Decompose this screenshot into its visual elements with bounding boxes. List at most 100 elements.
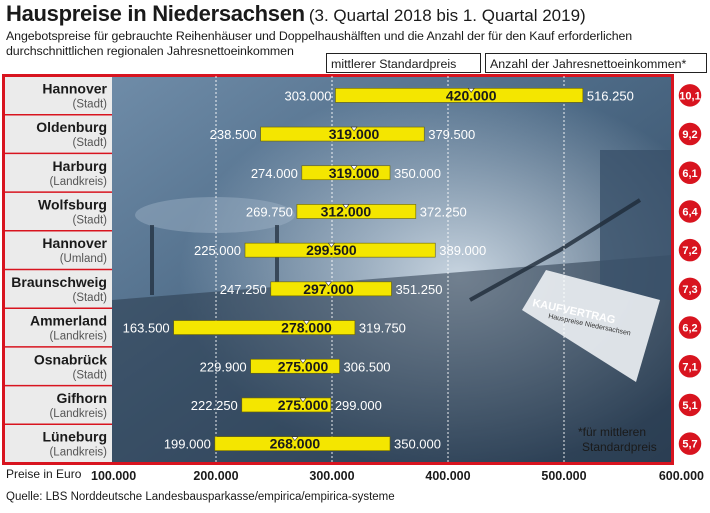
high-value-label: 350.000 bbox=[394, 166, 441, 181]
median-value-label: 275.000 bbox=[278, 358, 329, 374]
contract-paper bbox=[522, 270, 660, 382]
median-value-label: 319.000 bbox=[329, 126, 380, 142]
income-multiple-value: 7,1 bbox=[682, 361, 697, 373]
median-value-label: 297.000 bbox=[303, 281, 354, 297]
price-range-bar bbox=[250, 358, 340, 374]
median-value-label: 278.000 bbox=[281, 320, 332, 336]
low-value-label: 199.000 bbox=[164, 437, 211, 452]
income-multiple-value: 7,2 bbox=[682, 245, 697, 257]
chart-row: Lüneburg (Landkreis) 268.000 199.000 350.000… bbox=[4, 423, 703, 459]
price-range-bar bbox=[260, 126, 425, 142]
price-range-bar bbox=[335, 88, 584, 103]
income-multiple-value: 5,7 bbox=[682, 439, 697, 451]
high-value-label: 389.000 bbox=[439, 243, 486, 258]
income-multiple-value: 10,1 bbox=[679, 90, 700, 102]
low-value-label: 163.500 bbox=[123, 321, 170, 336]
region-type-label: (Stadt) bbox=[72, 137, 107, 149]
median-marker bbox=[342, 204, 350, 209]
region-type-label: (Landkreis) bbox=[49, 176, 107, 188]
income-multiple-value: 9,2 bbox=[682, 129, 697, 141]
high-value-label: 299.000 bbox=[335, 398, 382, 413]
region-type-label: (Stadt) bbox=[72, 292, 107, 304]
chart-title: Hauspreise in Niedersachsen (3. Quartal 2… bbox=[6, 1, 586, 27]
photo-lamp-arm bbox=[469, 198, 642, 302]
high-value-label: 319.750 bbox=[359, 321, 406, 336]
legend-median: mittlerer Standardpreis bbox=[326, 53, 481, 73]
high-value-label: 372.250 bbox=[420, 204, 467, 219]
median-marker bbox=[350, 165, 358, 171]
low-value-label: 222.250 bbox=[191, 398, 238, 413]
description-line-1: Angebotspreise für gebrauchte Reihenhäus… bbox=[6, 29, 633, 43]
chart-rows: Hannover (Stadt) 420.000 303.000 516.250 10,1… bbox=[4, 80, 703, 459]
chart-row: Wolfsburg (Stadt) 312.000 269.750 372.250 6,4 bbox=[4, 191, 703, 226]
photo-shelf bbox=[600, 150, 672, 300]
x-tick-label: 300.000 bbox=[309, 469, 354, 483]
region-type-label: (Umland) bbox=[60, 253, 107, 265]
median-marker bbox=[467, 88, 475, 93]
photo-table bbox=[135, 197, 295, 233]
income-multiple-badge bbox=[677, 198, 703, 225]
footnote-line-1: *für mittleren bbox=[578, 425, 647, 439]
region-label: Braunschweig bbox=[11, 274, 107, 290]
median-marker bbox=[327, 242, 336, 248]
chart-row: Gifhorn (Landkreis) 275.000 222.250 299.000 5… bbox=[4, 384, 703, 420]
x-tick-label: 200.000 bbox=[193, 469, 238, 483]
high-value-label: 306.500 bbox=[344, 359, 391, 374]
price-range-bar bbox=[296, 204, 417, 219]
region-label: Hannover bbox=[42, 80, 107, 96]
high-value-label: 379.500 bbox=[428, 127, 475, 142]
median-marker bbox=[299, 397, 307, 403]
median-value-label: 420.000 bbox=[446, 87, 497, 103]
median-marker bbox=[302, 320, 311, 326]
median-value-label: 268.000 bbox=[270, 436, 321, 452]
income-multiple-badge bbox=[677, 314, 703, 341]
income-multiple-value: 6,1 bbox=[682, 168, 697, 180]
chart-row: Osnabrück (Stadt) 275.000 229.900 306.500 7,1 bbox=[4, 346, 703, 381]
region-label: Harburg bbox=[53, 158, 107, 174]
income-multiple-badge bbox=[677, 160, 703, 186]
x-tick-label: 600.000 bbox=[659, 469, 704, 483]
median-marker bbox=[350, 126, 358, 132]
high-value-label: 516.250 bbox=[587, 88, 634, 103]
low-value-label: 225.000 bbox=[194, 243, 241, 258]
chart-row: Hannover (Umland) 299.500 225.000 389.000 7,2 bbox=[4, 230, 703, 265]
chart-row: Oldenburg (Stadt) 319.000 238.500 379.500 9,2 bbox=[4, 113, 703, 149]
region-label: Osnabrück bbox=[34, 351, 107, 367]
title-main: Hauspreise in Niedersachsen bbox=[6, 1, 305, 26]
median-value-label: 275.000 bbox=[278, 397, 329, 413]
median-value-label: 312.000 bbox=[321, 203, 372, 219]
region-label: Wolfsburg bbox=[38, 196, 107, 212]
price-range-bar bbox=[214, 436, 391, 451]
income-multiple-badge bbox=[677, 430, 703, 457]
title-period: (3. Quartal 2018 bis 1. Quartal 2019) bbox=[308, 6, 586, 25]
income-multiple-badge bbox=[677, 392, 703, 418]
footnote-line-2: Standardpreis bbox=[582, 440, 657, 454]
x-axis-label: Preise in Euro bbox=[6, 467, 82, 481]
income-multiple-badge bbox=[677, 82, 703, 109]
region-label: Ammerland bbox=[30, 313, 107, 329]
photo-table-leg bbox=[150, 225, 154, 295]
price-range-bar bbox=[244, 242, 436, 258]
median-marker bbox=[299, 358, 307, 364]
region-type-label: (Landkreis) bbox=[49, 408, 107, 420]
income-multiple-value: 7,3 bbox=[682, 284, 697, 296]
chart-frame bbox=[2, 74, 674, 465]
chart-row: Braunschweig (Stadt) 297.000 247.250 351.250… bbox=[4, 268, 703, 304]
income-multiple-badge bbox=[677, 353, 703, 379]
region-type-label: (Landkreis) bbox=[49, 447, 107, 459]
price-range-bar bbox=[173, 320, 356, 335]
photo-table-leg bbox=[275, 225, 279, 295]
chart-row: Harburg (Landkreis) 319.000 274.000 350.000 6… bbox=[4, 152, 703, 188]
low-value-label: 303.000 bbox=[284, 88, 331, 103]
low-value-label: 229.900 bbox=[200, 359, 247, 374]
region-label: Hannover bbox=[42, 235, 107, 251]
x-tick-label: 500.000 bbox=[541, 469, 586, 483]
x-tick-label: 400.000 bbox=[425, 469, 470, 483]
low-value-label: 238.500 bbox=[210, 127, 257, 142]
high-value-label: 350.000 bbox=[394, 437, 441, 452]
region-label: Oldenburg bbox=[36, 119, 107, 135]
low-value-label: 247.250 bbox=[220, 282, 267, 297]
background-photo: KAUFVERTRAG Hauspreise Niedersachsen bbox=[112, 76, 672, 463]
low-value-label: 274.000 bbox=[251, 166, 298, 181]
price-range-bar bbox=[301, 165, 391, 181]
